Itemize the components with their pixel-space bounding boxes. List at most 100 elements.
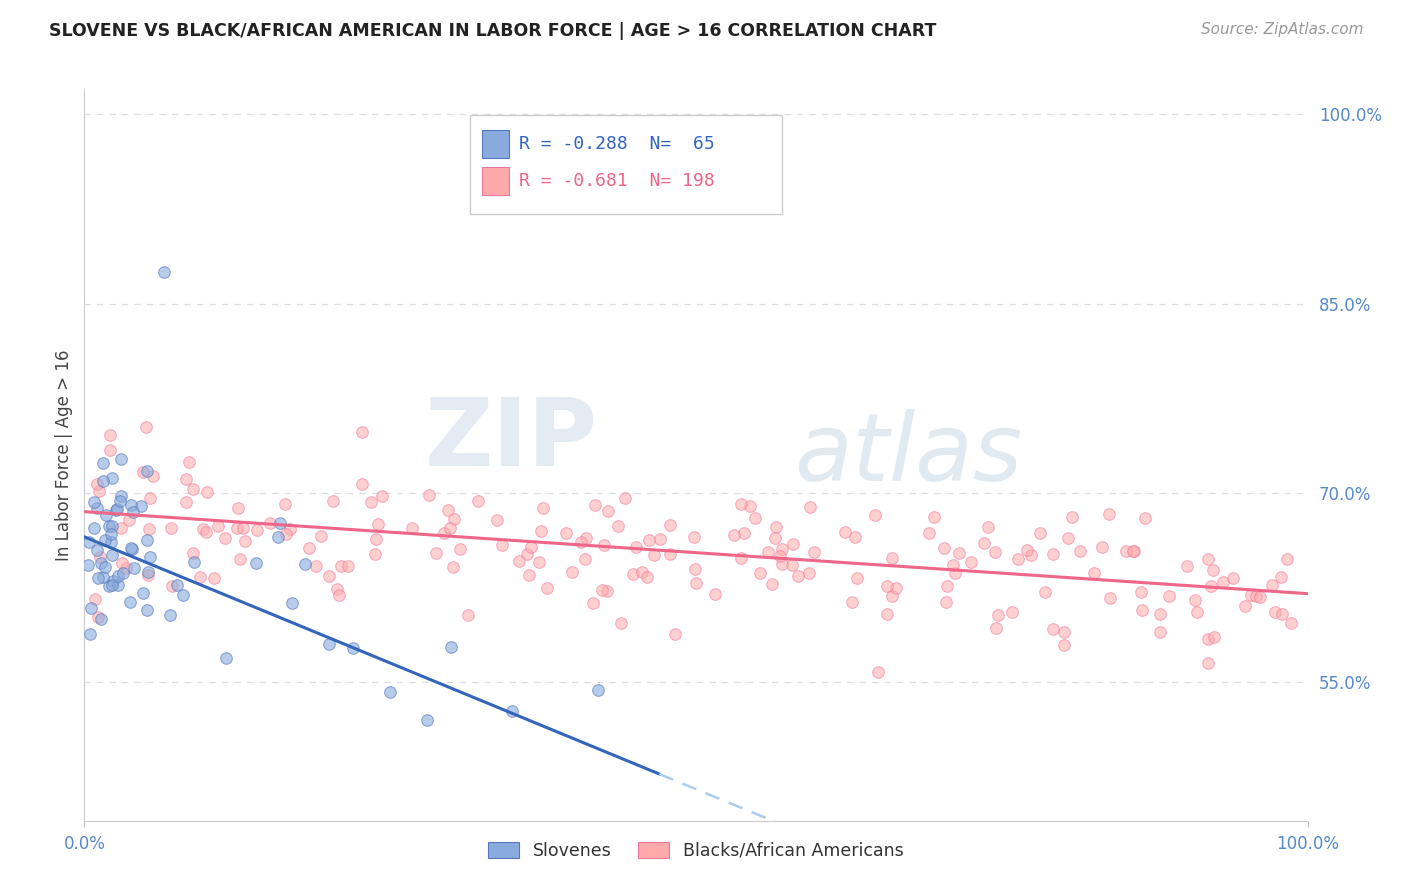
Point xyxy=(485,512,508,526)
Point xyxy=(79,627,101,641)
Point xyxy=(437,502,460,516)
Point xyxy=(364,547,387,561)
Point xyxy=(418,488,440,502)
Point xyxy=(107,578,129,592)
Point xyxy=(934,541,956,556)
Point xyxy=(841,595,863,609)
Point xyxy=(142,469,165,483)
Point xyxy=(87,571,110,585)
Point xyxy=(780,558,803,573)
Point xyxy=(136,603,159,617)
Point xyxy=(131,465,153,479)
Point xyxy=(136,567,159,582)
Point xyxy=(235,534,257,549)
Text: Source: ZipAtlas.com: Source: ZipAtlas.com xyxy=(1201,22,1364,37)
Point xyxy=(118,595,141,609)
Point xyxy=(98,579,121,593)
Point xyxy=(98,427,121,442)
Point xyxy=(595,584,617,599)
Point xyxy=(984,621,1007,635)
Point xyxy=(984,545,1007,559)
Point xyxy=(1149,607,1171,622)
Point xyxy=(561,566,583,580)
Point xyxy=(181,546,204,560)
Point xyxy=(443,512,465,526)
Text: SLOVENE VS BLACK/AFRICAN AMERICAN IN LABOR FORCE | AGE > 16 CORRELATION CHART: SLOVENE VS BLACK/AFRICAN AMERICAN IN LAB… xyxy=(49,22,936,40)
Point xyxy=(876,579,898,593)
Point xyxy=(97,519,120,533)
Point xyxy=(86,477,108,491)
Y-axis label: In Labor Force | Age > 16: In Labor Force | Age > 16 xyxy=(55,349,73,561)
Point xyxy=(274,527,297,541)
Point xyxy=(730,497,752,511)
Point xyxy=(769,549,792,564)
Point xyxy=(1279,616,1302,631)
Point xyxy=(586,682,609,697)
Point xyxy=(364,532,387,546)
Point xyxy=(232,521,254,535)
Text: atlas: atlas xyxy=(794,409,1022,500)
Point xyxy=(1240,588,1263,602)
Point xyxy=(401,521,423,535)
Point xyxy=(1275,552,1298,566)
Point xyxy=(110,520,132,534)
Point xyxy=(1091,541,1114,555)
Point xyxy=(1122,543,1144,558)
Point xyxy=(110,489,132,503)
Point xyxy=(866,665,889,679)
Point xyxy=(880,589,903,603)
Point xyxy=(1175,558,1198,573)
Point xyxy=(607,518,630,533)
Point xyxy=(246,524,269,538)
Point xyxy=(110,494,132,508)
Point xyxy=(876,607,898,621)
Point xyxy=(100,578,122,592)
Point xyxy=(1197,632,1219,646)
Point xyxy=(266,530,288,544)
Point xyxy=(880,551,903,566)
Point xyxy=(191,523,214,537)
Point xyxy=(1115,543,1137,558)
Point xyxy=(1033,585,1056,599)
Point xyxy=(733,526,755,541)
Point xyxy=(1197,552,1219,566)
Point xyxy=(1271,607,1294,621)
Point xyxy=(330,558,353,573)
Point xyxy=(91,570,114,584)
Point xyxy=(273,497,295,511)
Point xyxy=(765,520,787,534)
Point xyxy=(425,546,447,560)
Point xyxy=(298,541,321,555)
Point xyxy=(863,508,886,523)
Point xyxy=(433,525,456,540)
Point xyxy=(1053,624,1076,639)
Point xyxy=(136,533,159,547)
Point xyxy=(1202,630,1225,644)
Point xyxy=(942,558,965,573)
Point xyxy=(280,522,302,536)
Point xyxy=(1184,592,1206,607)
Point xyxy=(1244,589,1267,603)
Point xyxy=(943,566,966,580)
Point xyxy=(730,551,752,566)
Point xyxy=(770,541,793,556)
Point xyxy=(536,581,558,595)
Point xyxy=(96,508,118,523)
Point xyxy=(322,493,344,508)
Point xyxy=(467,493,489,508)
Point xyxy=(177,455,200,469)
Point xyxy=(761,577,783,591)
Point xyxy=(135,464,157,478)
Point xyxy=(723,528,745,542)
Point xyxy=(574,552,596,566)
Point xyxy=(105,501,128,516)
Point xyxy=(1270,570,1292,584)
Point xyxy=(86,543,108,558)
Point xyxy=(89,483,111,498)
Point xyxy=(1029,526,1052,541)
Point xyxy=(520,540,543,554)
Point xyxy=(659,547,682,561)
Point xyxy=(318,569,340,583)
Point xyxy=(517,567,540,582)
Point xyxy=(110,452,132,467)
